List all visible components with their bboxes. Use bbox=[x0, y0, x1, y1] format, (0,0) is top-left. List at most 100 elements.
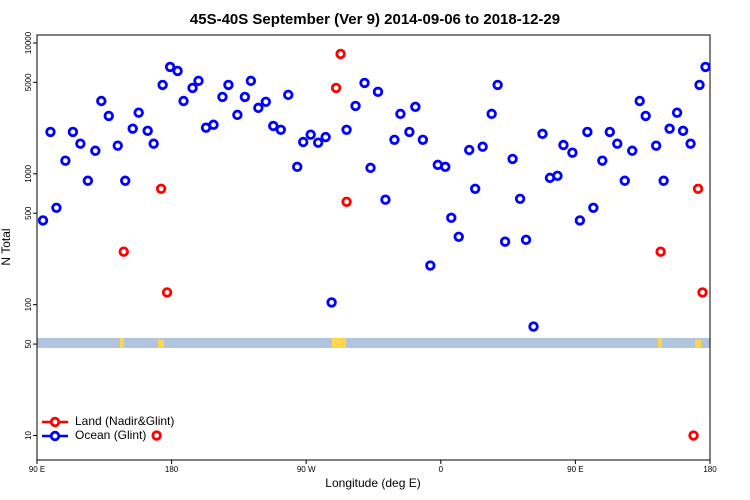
point bbox=[499, 236, 511, 247]
y-axis-label: N Total bbox=[0, 228, 13, 265]
point bbox=[178, 95, 189, 107]
x-tick-label: 180 bbox=[165, 465, 179, 474]
point bbox=[395, 108, 406, 120]
legend-label: Land (Nadir&Glint) bbox=[75, 414, 174, 428]
point bbox=[103, 110, 114, 122]
point bbox=[283, 89, 294, 101]
point bbox=[612, 138, 623, 149]
point bbox=[330, 82, 342, 94]
point bbox=[464, 144, 475, 156]
point bbox=[694, 79, 705, 91]
point bbox=[582, 126, 593, 138]
y-tick-label: 500 bbox=[24, 206, 33, 220]
point bbox=[75, 138, 86, 149]
point bbox=[486, 108, 497, 120]
point bbox=[217, 91, 228, 103]
point bbox=[417, 134, 429, 145]
point bbox=[507, 153, 518, 165]
point bbox=[389, 134, 400, 145]
point bbox=[685, 138, 696, 149]
point bbox=[359, 77, 370, 89]
point bbox=[118, 246, 129, 257]
point bbox=[341, 196, 352, 207]
x-tick-label: 180 bbox=[703, 465, 717, 474]
point bbox=[67, 126, 79, 138]
point bbox=[640, 110, 651, 122]
point bbox=[688, 430, 699, 441]
point bbox=[619, 175, 630, 186]
point bbox=[372, 86, 384, 98]
point bbox=[658, 175, 669, 186]
point bbox=[655, 246, 666, 257]
point bbox=[298, 136, 309, 148]
point bbox=[634, 95, 645, 107]
point bbox=[245, 75, 257, 87]
point bbox=[514, 193, 526, 205]
point bbox=[239, 91, 251, 103]
point bbox=[157, 79, 168, 91]
point bbox=[453, 231, 464, 243]
point bbox=[82, 175, 94, 186]
point bbox=[320, 131, 331, 143]
point bbox=[275, 124, 286, 135]
point bbox=[151, 430, 162, 441]
y-tick-label: 1000 bbox=[24, 164, 33, 182]
x-tick-label: 90 W bbox=[297, 465, 316, 474]
point bbox=[692, 183, 704, 195]
point bbox=[120, 175, 131, 186]
point bbox=[223, 79, 234, 91]
point bbox=[142, 125, 153, 137]
point bbox=[425, 260, 436, 271]
legend-label: Ocean (Glint) bbox=[75, 428, 146, 442]
point bbox=[148, 138, 159, 149]
point bbox=[90, 145, 101, 156]
point bbox=[410, 101, 421, 113]
point bbox=[193, 75, 204, 87]
y-tick-label: 100 bbox=[24, 297, 33, 311]
point bbox=[477, 141, 488, 152]
y-tick-label: 10 bbox=[24, 431, 33, 440]
point bbox=[469, 183, 481, 195]
point bbox=[305, 129, 316, 140]
point bbox=[588, 202, 599, 213]
point bbox=[161, 287, 173, 298]
point bbox=[664, 123, 675, 134]
point bbox=[677, 125, 689, 137]
point bbox=[558, 139, 569, 151]
point bbox=[492, 79, 503, 91]
point bbox=[60, 155, 71, 166]
band bbox=[37, 338, 710, 348]
point bbox=[232, 109, 243, 121]
point bbox=[133, 107, 144, 118]
point bbox=[404, 126, 415, 138]
y-tick-label: 5000 bbox=[24, 73, 33, 91]
point bbox=[172, 65, 183, 77]
point bbox=[552, 170, 563, 182]
point bbox=[537, 128, 548, 140]
point bbox=[208, 119, 219, 130]
point bbox=[365, 162, 376, 174]
point bbox=[112, 140, 123, 151]
point bbox=[96, 95, 107, 107]
point bbox=[187, 82, 198, 94]
legend-marker bbox=[49, 416, 61, 428]
point bbox=[567, 147, 578, 158]
point bbox=[51, 202, 62, 213]
band-highlights bbox=[120, 338, 701, 348]
point bbox=[341, 124, 352, 135]
point bbox=[380, 194, 391, 205]
point bbox=[446, 212, 457, 224]
point bbox=[292, 161, 303, 173]
point bbox=[627, 145, 638, 156]
x-tick-label: 90 E bbox=[29, 465, 45, 474]
legend-marker bbox=[49, 430, 61, 442]
point bbox=[574, 215, 586, 226]
point bbox=[253, 102, 264, 114]
point bbox=[350, 100, 361, 112]
point bbox=[260, 96, 272, 107]
x-tick-label: 0 bbox=[439, 465, 444, 474]
point bbox=[155, 183, 167, 195]
point bbox=[312, 137, 324, 148]
plot-frame bbox=[36, 34, 711, 461]
point bbox=[268, 120, 279, 132]
